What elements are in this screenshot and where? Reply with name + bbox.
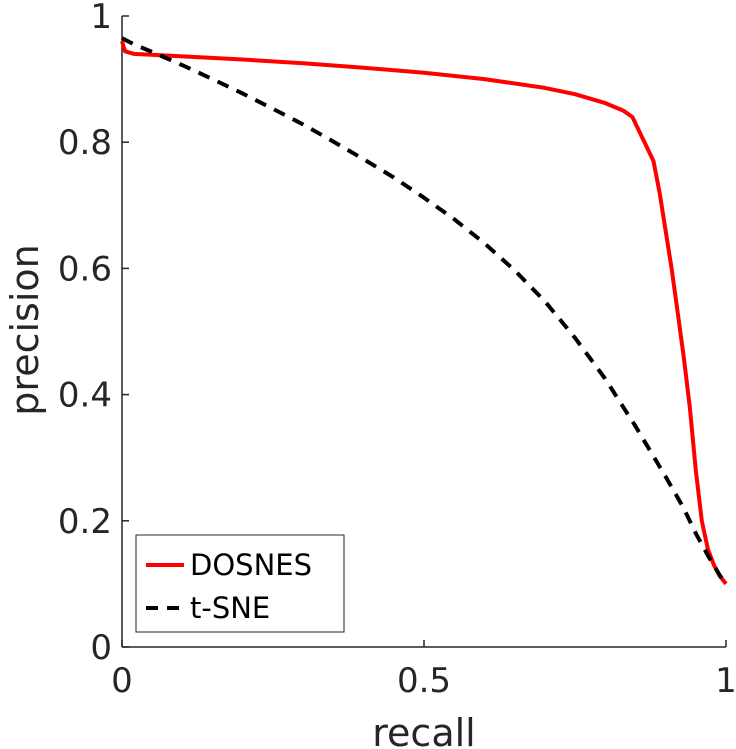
x-tick-label: 1	[715, 661, 736, 701]
y-axis-label: precision	[3, 244, 47, 415]
legend-label: t-SNE	[190, 591, 270, 625]
series-line-dosnes	[120, 40, 728, 586]
legend-box	[135, 534, 345, 633]
y-tick-label: 0	[90, 628, 112, 668]
y-tick-label: 0.2	[58, 502, 112, 542]
plot-series	[120, 36, 728, 586]
axes: 0 0.5 1 0 0.2 0.4 0.6 0.8 1	[58, 0, 736, 701]
y-tick-label: 0.6	[58, 249, 112, 289]
legend: DOSNES t-SNE	[135, 534, 345, 633]
x-tick-label: 0.5	[397, 661, 451, 701]
legend-label: DOSNES	[190, 548, 312, 582]
y-tick-label: 0.4	[58, 376, 112, 416]
series-line-t-sne	[121, 36, 728, 586]
x-axis-label: recall	[372, 711, 475, 749]
x-tick-label: 0	[111, 661, 133, 701]
y-tick-label: 0.8	[58, 123, 112, 163]
y-tick-label: 1	[90, 0, 112, 37]
